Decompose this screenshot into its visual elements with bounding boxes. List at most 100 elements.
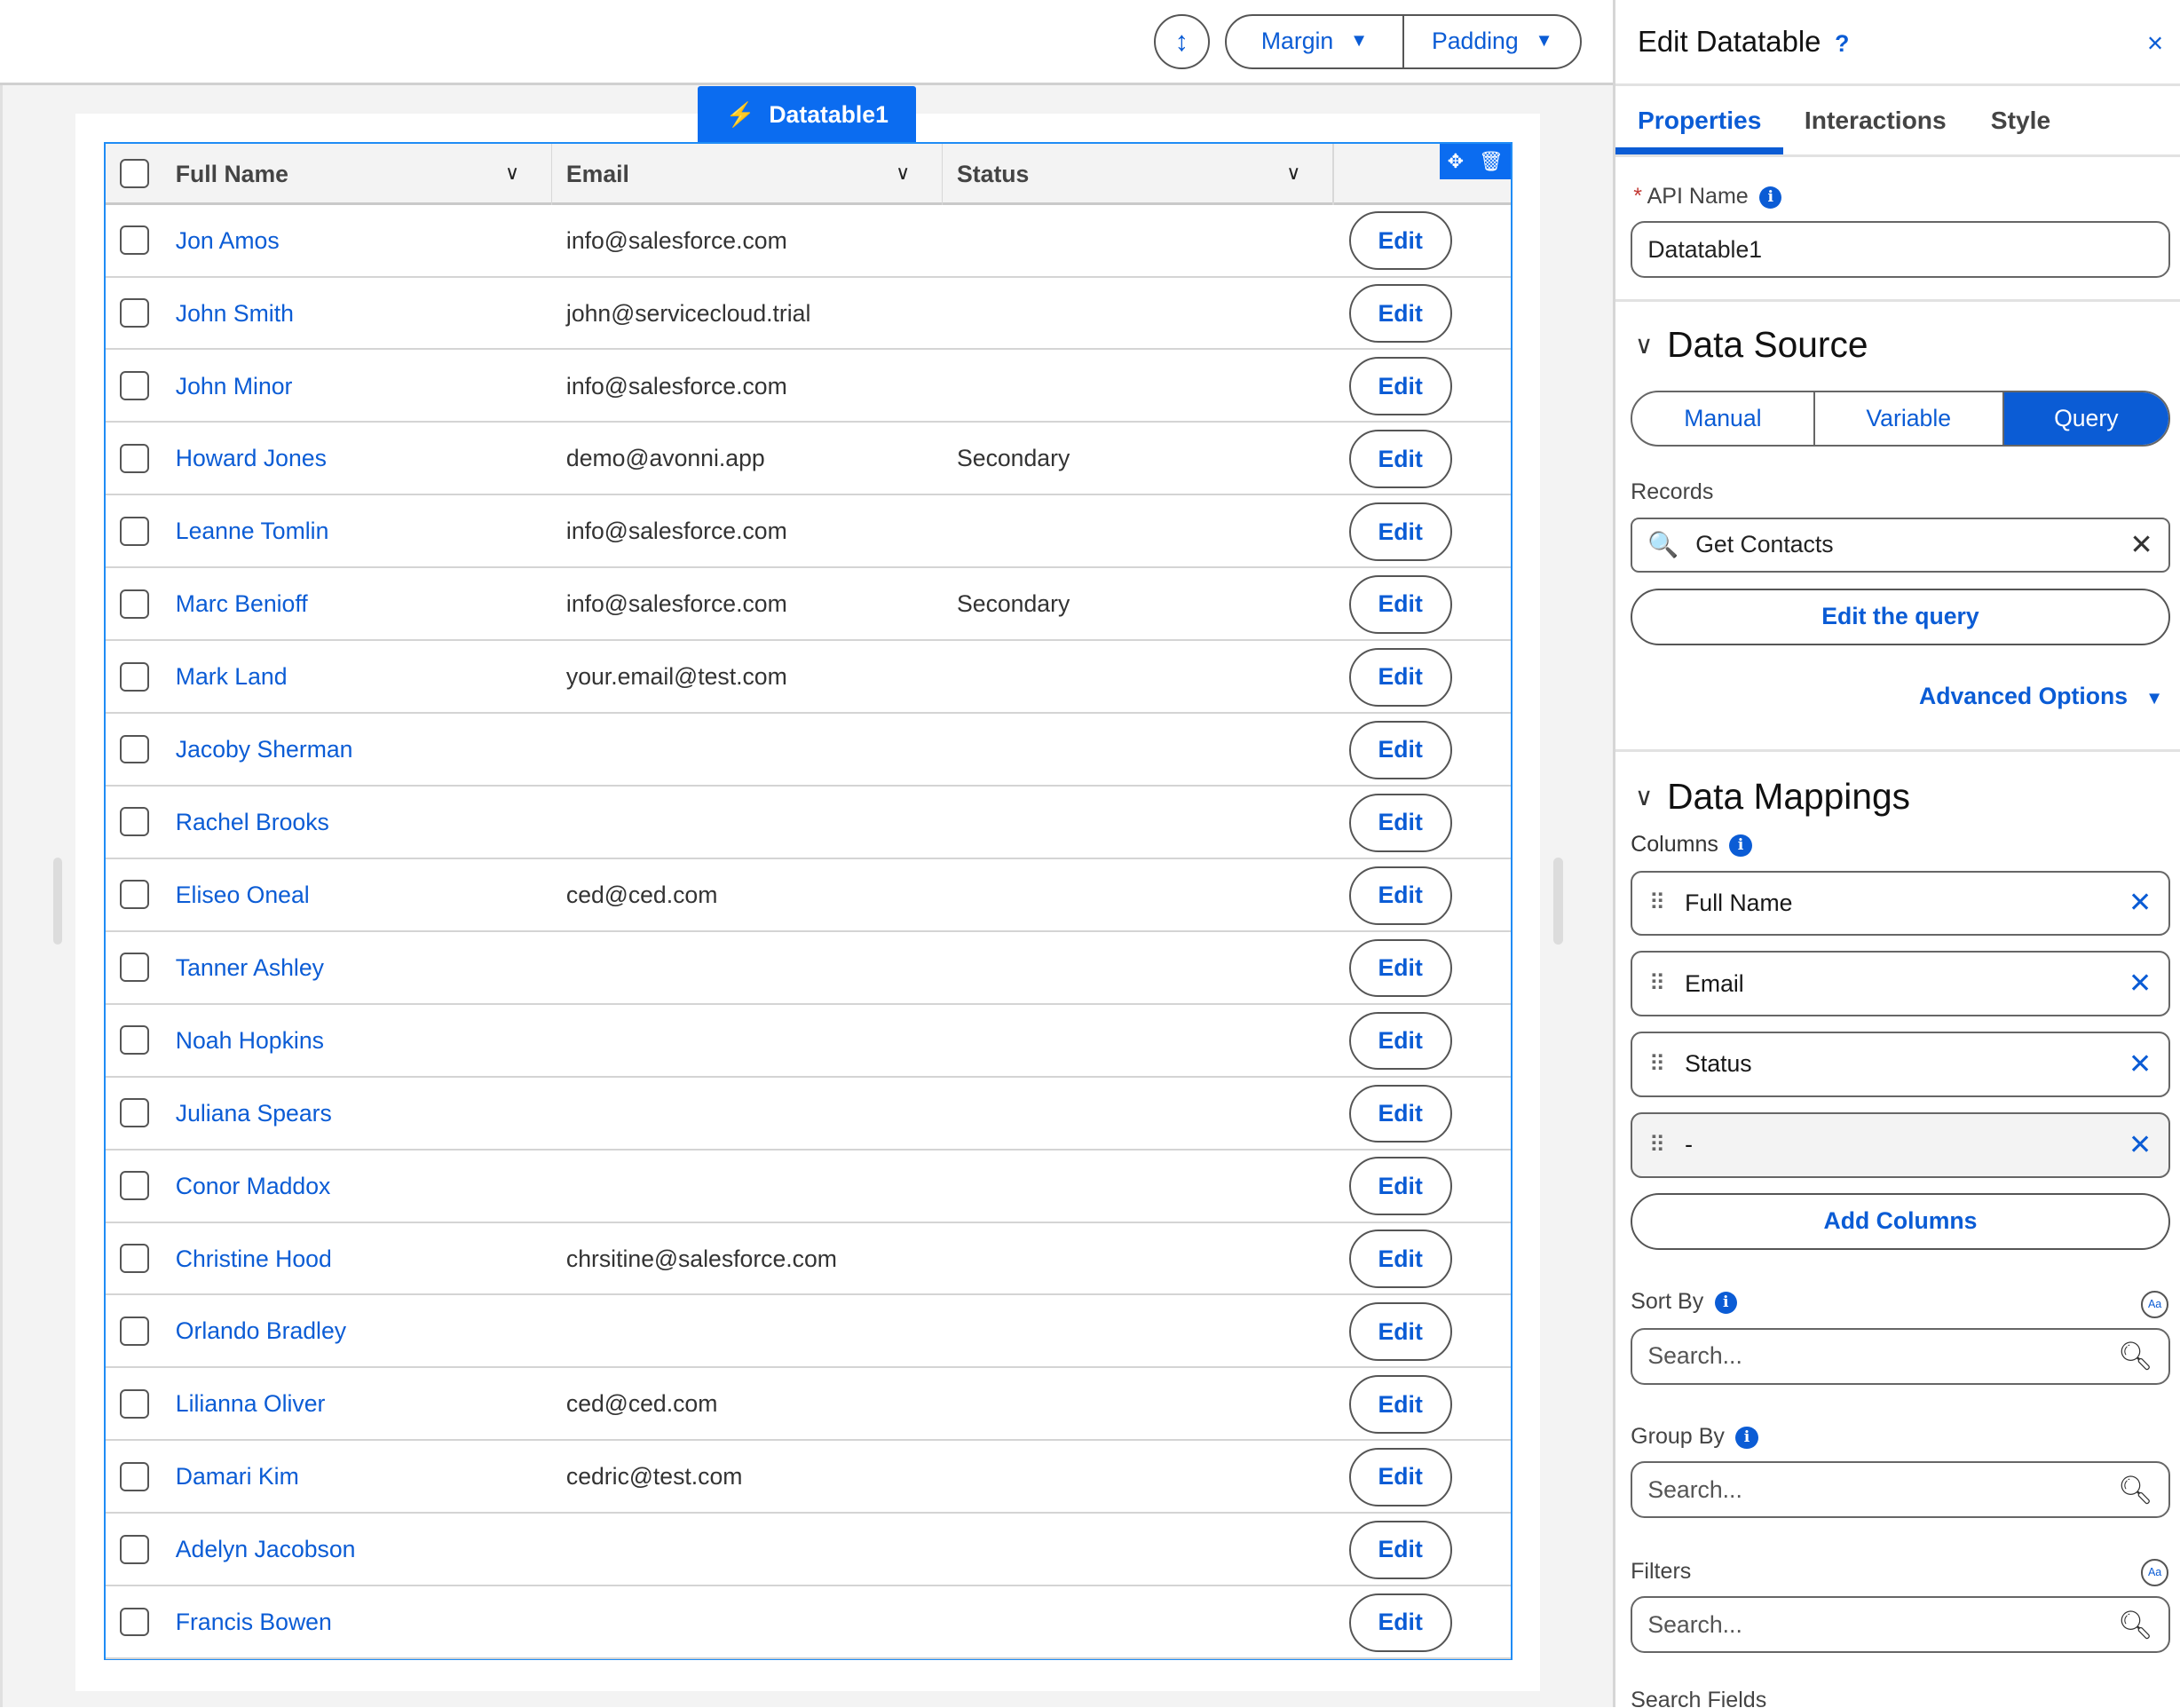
row-checkbox[interactable] bbox=[120, 1607, 150, 1637]
full-name-link[interactable]: Marc Benioff bbox=[175, 590, 308, 618]
right-resize-handle[interactable] bbox=[1552, 858, 1563, 945]
source-query-button[interactable]: Query bbox=[2002, 392, 2168, 445]
add-columns-button[interactable]: Add Columns bbox=[1631, 1192, 2170, 1251]
full-name-link[interactable]: Howard Jones bbox=[175, 445, 327, 472]
full-name-link[interactable]: Eliseo Oneal bbox=[175, 881, 310, 908]
full-name-link[interactable]: Damari Kim bbox=[175, 1463, 299, 1491]
close-panel-button[interactable]: × bbox=[2146, 28, 2164, 59]
full-name-link[interactable]: John Minor bbox=[175, 372, 293, 399]
edit-button[interactable]: Edit bbox=[1348, 211, 1452, 271]
remove-column-icon[interactable]: ✕ bbox=[2128, 887, 2152, 919]
data-source-section-toggle[interactable]: ∨ Data Source bbox=[1634, 323, 1868, 365]
edit-button[interactable]: Edit bbox=[1348, 1230, 1452, 1289]
filters-search[interactable]: Search... 🔍︎ bbox=[1631, 1596, 2170, 1654]
full-name-link[interactable]: Conor Maddox bbox=[175, 1172, 331, 1199]
drag-handle-icon[interactable]: ⠿ bbox=[1648, 1051, 1665, 1077]
row-checkbox[interactable] bbox=[120, 1316, 150, 1346]
edit-button[interactable]: Edit bbox=[1348, 938, 1452, 998]
left-resize-handle[interactable] bbox=[52, 858, 63, 945]
full-name-link[interactable]: Orlando Bradley bbox=[175, 1317, 347, 1345]
column-header-full-name[interactable]: Full Name bbox=[175, 160, 288, 187]
edit-button[interactable]: Edit bbox=[1348, 1593, 1452, 1652]
edit-button[interactable]: Edit bbox=[1348, 866, 1452, 925]
remove-column-icon[interactable]: ✕ bbox=[2128, 968, 2152, 1000]
tab-style[interactable]: Style bbox=[1990, 106, 2051, 135]
edit-button[interactable]: Edit bbox=[1348, 1011, 1452, 1071]
info-icon[interactable]: i bbox=[1735, 1427, 1758, 1450]
row-checkbox[interactable] bbox=[120, 1461, 150, 1491]
edit-button[interactable]: Edit bbox=[1348, 1521, 1452, 1579]
tab-interactions[interactable]: Interactions bbox=[1804, 106, 1947, 135]
source-variable-button[interactable]: Variable bbox=[1813, 392, 2002, 445]
row-checkbox[interactable] bbox=[120, 225, 150, 256]
chevron-down-icon[interactable]: ∨ bbox=[1286, 162, 1301, 185]
full-name-link[interactable]: Adelyn Jacobson bbox=[175, 1536, 356, 1563]
row-checkbox[interactable] bbox=[120, 1388, 150, 1419]
full-name-link[interactable]: Jacoby Sherman bbox=[175, 736, 353, 763]
edit-button[interactable]: Edit bbox=[1348, 793, 1452, 852]
row-checkbox[interactable] bbox=[120, 661, 150, 692]
column-mapping-item[interactable]: ⠿ Email ✕ bbox=[1631, 951, 2170, 1016]
row-checkbox[interactable] bbox=[120, 807, 150, 837]
row-checkbox[interactable] bbox=[120, 298, 150, 328]
chevron-down-icon[interactable]: ∨ bbox=[504, 162, 520, 185]
padding-dropdown[interactable]: Padding ▼ bbox=[1402, 15, 1580, 68]
component-label-tab[interactable]: ⚡ Datatable1 bbox=[698, 86, 917, 144]
advanced-options-toggle[interactable]: Advanced Options ▼ bbox=[1919, 683, 2164, 710]
row-checkbox[interactable] bbox=[120, 1171, 150, 1200]
column-mapping-item[interactable]: ⠿ - ✕ bbox=[1631, 1112, 2170, 1178]
row-checkbox[interactable] bbox=[120, 516, 150, 546]
column-mapping-item[interactable]: ⠿ Status ✕ bbox=[1631, 1032, 2170, 1097]
full-name-link[interactable]: Mark Land bbox=[175, 663, 288, 691]
full-name-link[interactable]: Leanne Tomlin bbox=[175, 518, 329, 545]
move-icon[interactable]: ✥ bbox=[1447, 150, 1465, 173]
row-checkbox[interactable] bbox=[120, 1025, 150, 1056]
sort-by-search[interactable]: Search... 🔍︎ bbox=[1631, 1327, 2170, 1386]
column-header-status[interactable]: Status bbox=[957, 160, 1030, 187]
full-name-link[interactable]: Christine Hood bbox=[175, 1245, 332, 1272]
row-checkbox[interactable] bbox=[120, 1534, 150, 1564]
source-manual-button[interactable]: Manual bbox=[1684, 404, 1762, 431]
tab-properties[interactable]: Properties bbox=[1637, 106, 1762, 135]
data-mappings-section-toggle[interactable]: ∨ Data Mappings bbox=[1634, 775, 1911, 817]
trash-icon[interactable]: 🗑 bbox=[1478, 150, 1504, 173]
edit-query-button[interactable]: Edit the query bbox=[1631, 588, 2170, 645]
text-format-icon[interactable]: Aa bbox=[2140, 1558, 2169, 1587]
text-format-icon[interactable]: Aa bbox=[2140, 1290, 2169, 1318]
drag-handle-icon[interactable]: ⠿ bbox=[1648, 971, 1665, 997]
datatable[interactable]: Full Name ∨ Email ∨ Status ∨ ✥ 🗑 Jon Amos… bbox=[104, 141, 1513, 1661]
row-checkbox[interactable] bbox=[120, 953, 150, 983]
drag-handle-icon[interactable]: ⠿ bbox=[1648, 1132, 1665, 1158]
info-icon[interactable]: i bbox=[1759, 186, 1782, 210]
full-name-link[interactable]: Francis Bowen bbox=[175, 1609, 332, 1636]
help-icon[interactable]: ? bbox=[1835, 30, 1850, 58]
edit-button[interactable]: Edit bbox=[1348, 284, 1452, 344]
full-name-link[interactable]: Juliana Spears bbox=[175, 1099, 332, 1127]
drag-handle-icon[interactable]: ⠿ bbox=[1648, 890, 1665, 916]
edit-button[interactable]: Edit bbox=[1348, 575, 1452, 634]
edit-button[interactable]: Edit bbox=[1348, 430, 1452, 489]
edit-button[interactable]: Edit bbox=[1348, 357, 1452, 416]
remove-column-icon[interactable]: ✕ bbox=[2128, 1048, 2152, 1079]
row-checkbox[interactable] bbox=[120, 1098, 150, 1128]
edit-button[interactable]: Edit bbox=[1348, 720, 1452, 779]
remove-column-icon[interactable]: ✕ bbox=[2128, 1128, 2152, 1160]
full-name-link[interactable]: John Smith bbox=[175, 299, 294, 327]
row-checkbox[interactable] bbox=[120, 1243, 150, 1273]
info-icon[interactable]: i bbox=[1714, 1292, 1737, 1315]
records-lookup[interactable]: 🔍 Get Contacts ✕ bbox=[1631, 517, 2170, 573]
row-checkbox[interactable] bbox=[120, 880, 150, 910]
column-header-email[interactable]: Email bbox=[565, 160, 629, 187]
vertical-spacing-button[interactable]: ↕ bbox=[1154, 13, 1210, 70]
info-icon[interactable]: i bbox=[1729, 834, 1752, 858]
margin-dropdown[interactable]: Margin ▼ bbox=[1260, 28, 1369, 55]
row-checkbox[interactable] bbox=[120, 734, 150, 764]
edit-button[interactable]: Edit bbox=[1348, 1302, 1452, 1362]
full-name-link[interactable]: Tanner Ashley bbox=[175, 953, 324, 981]
clear-icon[interactable]: ✕ bbox=[2129, 528, 2153, 560]
row-checkbox[interactable] bbox=[120, 589, 150, 619]
chevron-down-icon[interactable]: ∨ bbox=[896, 162, 911, 185]
edit-button[interactable]: Edit bbox=[1348, 1084, 1452, 1143]
full-name-link[interactable]: Rachel Brooks bbox=[175, 809, 329, 835]
edit-button[interactable]: Edit bbox=[1348, 502, 1452, 561]
